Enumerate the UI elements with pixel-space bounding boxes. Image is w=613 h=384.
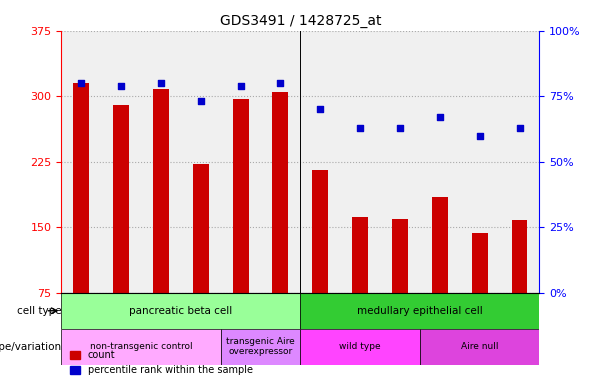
- Bar: [312, 170, 329, 293]
- Bar: [272, 92, 288, 293]
- Bar: [472, 233, 488, 293]
- Title: GDS3491 / 1428725_at: GDS3491 / 1428725_at: [219, 14, 381, 28]
- Point: [395, 124, 405, 131]
- Text: transgenic Aire
overexpressor: transgenic Aire overexpressor: [226, 337, 295, 356]
- Bar: [233, 99, 249, 293]
- Bar: [113, 105, 129, 293]
- Point: [355, 124, 365, 131]
- Point: [156, 80, 166, 86]
- Bar: [153, 89, 169, 293]
- Bar: [392, 218, 408, 293]
- Text: genotype/variation: genotype/variation: [0, 342, 61, 352]
- Point: [276, 80, 286, 86]
- Bar: [192, 164, 208, 293]
- Point: [76, 80, 86, 86]
- Point: [196, 98, 206, 104]
- FancyBboxPatch shape: [300, 293, 539, 329]
- Text: wild type: wild type: [340, 342, 381, 351]
- Point: [116, 83, 126, 89]
- FancyBboxPatch shape: [61, 329, 221, 365]
- Point: [435, 114, 445, 120]
- FancyBboxPatch shape: [300, 329, 420, 365]
- Text: cell type: cell type: [17, 306, 61, 316]
- Text: pancreatic beta cell: pancreatic beta cell: [129, 306, 232, 316]
- Text: Aire null: Aire null: [461, 342, 498, 351]
- Point: [235, 83, 245, 89]
- FancyBboxPatch shape: [61, 293, 300, 329]
- Bar: [352, 217, 368, 293]
- Text: non-transgenic control: non-transgenic control: [89, 342, 192, 351]
- FancyBboxPatch shape: [221, 329, 300, 365]
- Point: [316, 106, 326, 113]
- Legend: count, percentile rank within the sample: count, percentile rank within the sample: [66, 346, 256, 379]
- Bar: [511, 220, 527, 293]
- FancyBboxPatch shape: [420, 329, 539, 365]
- Bar: [74, 83, 89, 293]
- Text: medullary epithelial cell: medullary epithelial cell: [357, 306, 483, 316]
- Point: [475, 132, 485, 139]
- Bar: [432, 197, 448, 293]
- Point: [514, 124, 524, 131]
